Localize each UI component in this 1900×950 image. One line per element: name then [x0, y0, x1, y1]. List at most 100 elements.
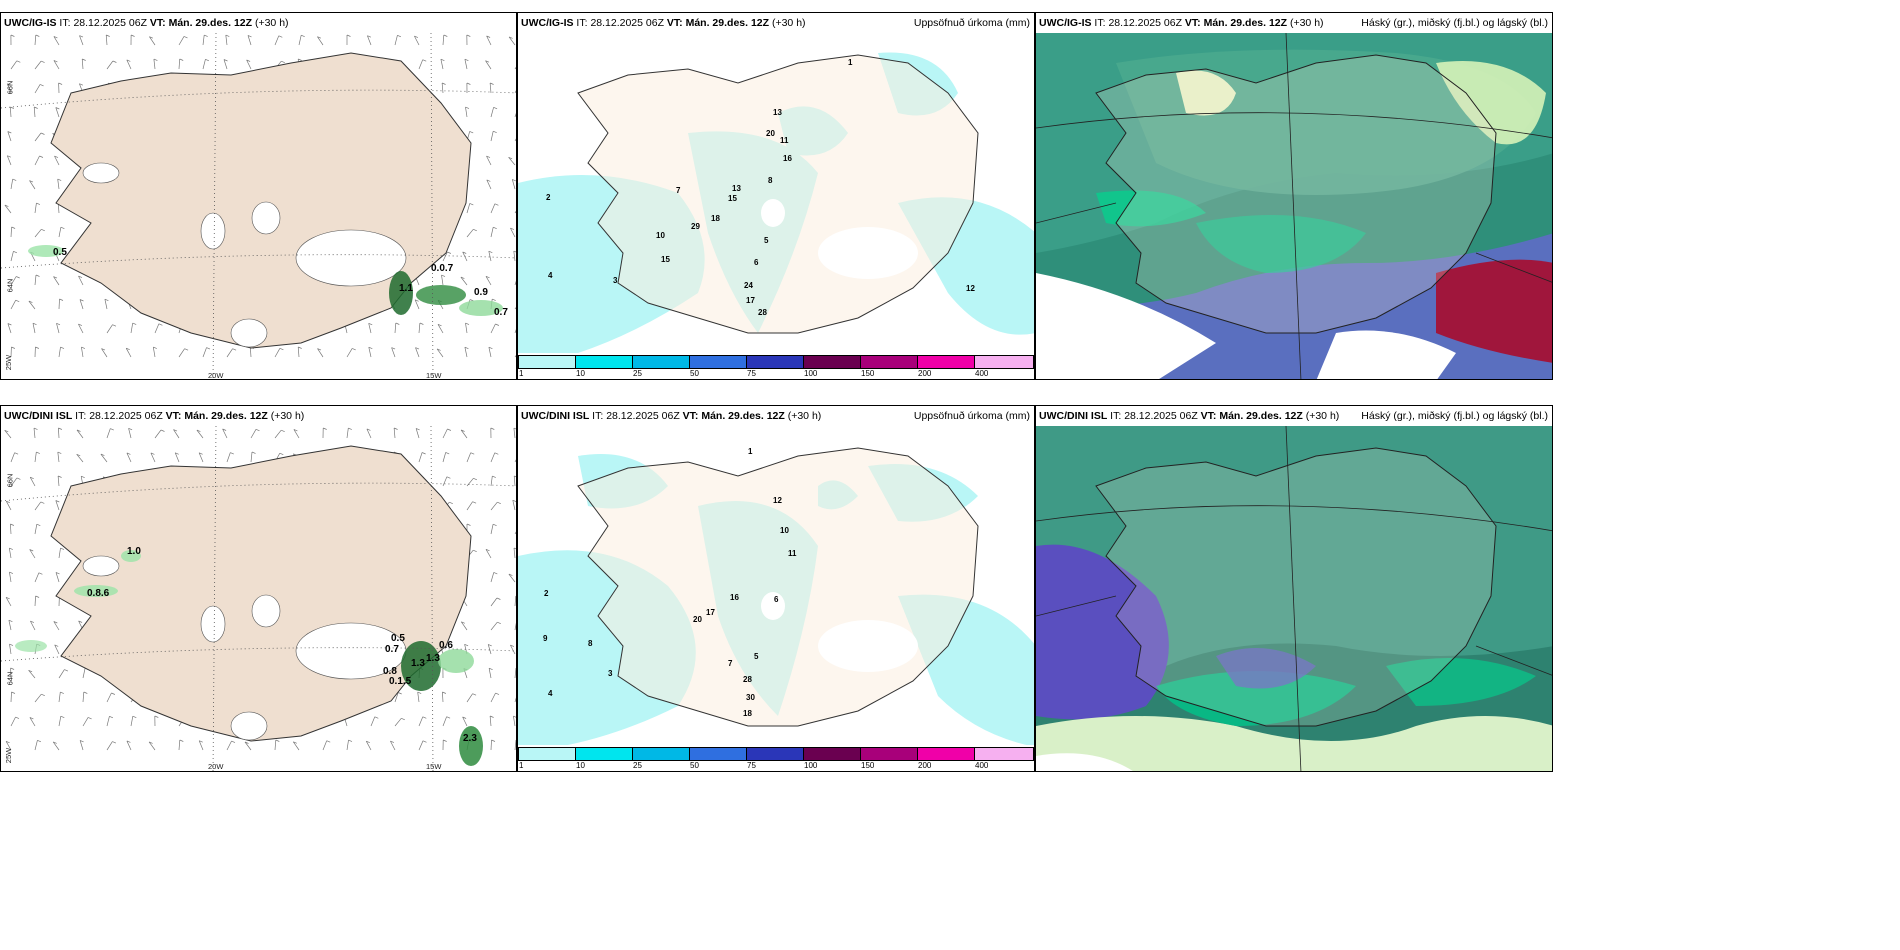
precip-map[interactable]: 13 20 11 16 13 15 18 29 10 15 24 17 28 1…	[518, 33, 1034, 353]
wind-barb-flag	[82, 58, 86, 61]
wind-barb-flag	[64, 669, 69, 672]
wind-barb-flag	[462, 716, 467, 719]
wind-barb-flag	[33, 427, 38, 430]
cloud-map[interactable]	[1036, 425, 1552, 771]
wind-barb-flag	[449, 501, 453, 505]
wind-barb	[466, 501, 473, 511]
wind-barb	[10, 226, 12, 238]
wind-barb-flag	[149, 36, 154, 39]
wind-barb-flag	[508, 573, 513, 576]
wind-barb-flag	[60, 346, 65, 349]
colorbar-tick: 100	[804, 369, 818, 378]
wind-barb-flag	[32, 322, 37, 326]
wind-barb-flag	[422, 716, 427, 719]
wind-barb	[414, 35, 420, 46]
wind-barb	[34, 452, 37, 463]
wind-barb	[152, 347, 156, 358]
wind-barb-flag	[508, 36, 513, 39]
wind-barb	[368, 347, 372, 358]
precip-glaciers	[761, 199, 918, 279]
wind-label: 1.3	[426, 653, 440, 664]
precip-colorbar: 1 10 25 50 75 100 150 200 400	[518, 353, 1034, 379]
wind-barb-flag	[301, 34, 305, 38]
wind-barb	[466, 452, 472, 463]
wind-barb	[125, 348, 132, 358]
cloud-map[interactable]	[1036, 32, 1552, 379]
wind-barb-flag	[109, 715, 114, 719]
model-source: UWC/IG-IS	[1039, 17, 1092, 29]
wind-barb-flag	[110, 428, 114, 431]
wind-barb	[488, 347, 492, 358]
it-value: 28.12.2025 06Z	[590, 17, 664, 29]
precip-map[interactable]: 12 10 11 16 20 17 28 30 18 9 8 7 6 5 4 3…	[518, 426, 1034, 747]
wind-barb	[391, 347, 396, 358]
wind-barb	[510, 644, 516, 655]
wind-barb-flag	[368, 322, 373, 326]
wind-barb-flag	[16, 276, 20, 279]
wind-barb-flag	[111, 692, 116, 695]
wind-label: 0.7	[385, 644, 399, 655]
wind-barb-flag	[60, 691, 64, 694]
wind-barb-flag	[40, 501, 45, 504]
wind-barb-flag	[53, 36, 58, 39]
wind-barb	[514, 667, 516, 679]
lead-time: (+30 h)	[270, 410, 305, 422]
wind-map[interactable]: 1.0 0.8.6 0.5 0.7 1.3 0.6 0.8 0.1.5 1.3 …	[1, 425, 516, 771]
wind-barb-flag	[443, 739, 447, 742]
wind-barb-flag	[441, 82, 446, 85]
colorbar-swatch	[803, 355, 861, 369]
wind-label: 0.7	[494, 307, 508, 318]
precip-label: 20	[766, 129, 775, 138]
wind-barb-flag	[59, 298, 64, 301]
wind-barb	[79, 35, 84, 46]
wind-barb-flag	[466, 523, 471, 526]
wind-barb-flag	[443, 34, 448, 37]
panel-header: UWC/IG-IS IT: 28.12.2025 06Z VT: Mán. 29…	[518, 13, 1034, 33]
precip-label: 13	[732, 184, 741, 193]
wind-barb	[8, 548, 12, 559]
precip-label: 28	[743, 675, 752, 684]
wind-barb	[346, 348, 353, 358]
precip-colorbar: 1 10 25 50 75 100 150 200 400	[518, 745, 1034, 771]
wind-barb-flag	[494, 452, 499, 455]
wind-barb-flag	[15, 716, 20, 719]
precip-label: 16	[783, 154, 792, 163]
wind-barb-flag	[10, 667, 15, 670]
wind-barb	[34, 203, 37, 214]
wind-barb	[10, 691, 12, 703]
cloud-map-canvas	[1036, 425, 1552, 771]
wind-barb-flag	[464, 346, 469, 350]
wind-barb-flag	[225, 34, 230, 37]
wind-barb	[10, 276, 17, 286]
wind-barb-flag	[447, 251, 452, 254]
wind-barb	[464, 59, 468, 70]
wind-barb	[56, 323, 60, 334]
lat-label: 64N	[5, 278, 15, 293]
wind-barb-flag	[492, 298, 496, 301]
wind-barb	[490, 131, 494, 142]
colorbar-tick: 50	[690, 761, 699, 770]
wind-barb	[32, 323, 36, 334]
wind-barb	[394, 718, 402, 727]
cloud-panel-bottom: UWC/DINI ISL IT: 28.12.2025 06Z VT: Mán.…	[1035, 405, 1553, 772]
wind-barb-flag	[441, 274, 446, 277]
wind-barb	[223, 59, 228, 70]
model-source: UWC/DINI ISL	[1039, 410, 1108, 422]
wind-barb	[513, 428, 516, 439]
wind-barb	[5, 501, 12, 511]
wind-barb-flag	[184, 348, 189, 351]
colorbar-swatch	[689, 355, 747, 369]
wind-barb-flag	[461, 621, 465, 624]
wind-map[interactable]: 0.5 0.0.7 1.1 0.9 0.7 66N 64N 25W 20W 15…	[1, 32, 516, 379]
wind-barb-flag	[35, 274, 40, 277]
wind-barb	[489, 82, 492, 94]
wind-barb	[508, 573, 516, 583]
wind-barb	[55, 107, 60, 118]
wind-barb-flag	[9, 571, 14, 574]
wind-barb	[322, 740, 328, 751]
wind-barb	[29, 180, 36, 190]
wind-barb-flag	[76, 429, 81, 432]
wind-barb-flag	[374, 716, 379, 719]
wind-barb-flag	[53, 621, 58, 624]
wind-barb	[226, 452, 231, 463]
